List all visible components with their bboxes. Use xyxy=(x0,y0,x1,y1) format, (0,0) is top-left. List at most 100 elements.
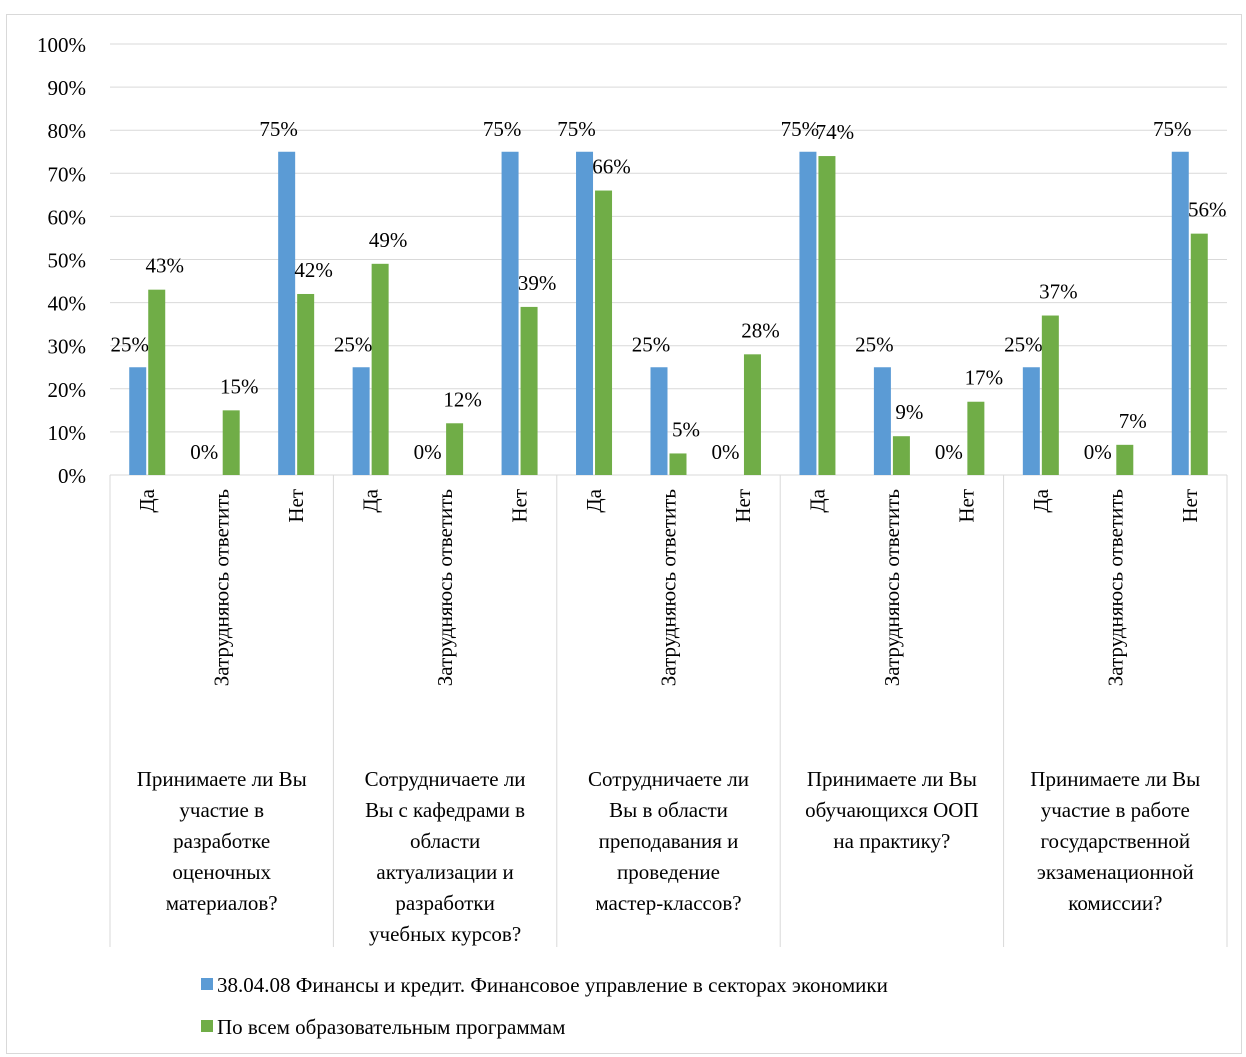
group-label-line: государственной xyxy=(1040,829,1190,853)
y-tick-label: 80% xyxy=(48,119,87,143)
legend-swatch-series-2 xyxy=(201,1020,213,1032)
bar-series-1 xyxy=(1022,367,1040,475)
y-tick-label: 70% xyxy=(48,162,87,186)
data-label-series-2: 15% xyxy=(220,374,259,398)
data-label-series-1: 75% xyxy=(781,117,820,141)
category-label: Затрудняюсь ответить xyxy=(433,489,457,686)
data-label-series-2: 12% xyxy=(443,387,482,411)
data-label-series-1: 75% xyxy=(259,117,298,141)
category-label: Да xyxy=(135,488,159,512)
group-label-line: участие в работе xyxy=(1041,798,1190,822)
bar-series-2 xyxy=(892,436,910,475)
y-tick-label: 40% xyxy=(48,292,87,316)
data-label-series-2: 5% xyxy=(672,417,700,441)
group-label-line: комиссии? xyxy=(1068,891,1162,915)
group-label-line: участие в xyxy=(179,798,264,822)
legend-label-series-1: 38.04.08 Финансы и кредит. Финансовое уп… xyxy=(217,973,888,997)
bar-series-2 xyxy=(818,156,836,475)
group-label-line: на практику? xyxy=(833,829,950,853)
category-label: Нет xyxy=(954,489,978,523)
bar-series-2 xyxy=(520,306,538,475)
data-label-series-1: 75% xyxy=(557,117,596,141)
data-label-series-1: 0% xyxy=(414,440,442,464)
category-label: Затрудняюсь ответить xyxy=(210,489,234,686)
y-tick-label: 50% xyxy=(48,249,87,273)
bar-series-1 xyxy=(278,151,296,475)
data-label-series-1: 0% xyxy=(711,440,739,464)
group-label-line: области xyxy=(410,829,480,853)
group-label-line: оценочных xyxy=(172,860,271,884)
data-label-series-2: 66% xyxy=(592,155,631,179)
category-label: Нет xyxy=(1178,489,1202,523)
group-label-line: разработки xyxy=(395,891,494,915)
data-label-series-1: 0% xyxy=(935,440,963,464)
data-label-series-1: 25% xyxy=(1004,332,1043,356)
bar-series-1 xyxy=(650,367,668,475)
y-tick-label: 90% xyxy=(48,76,87,100)
data-label-series-2: 49% xyxy=(369,228,408,252)
data-label-series-1: 0% xyxy=(1084,440,1112,464)
category-label: Нет xyxy=(508,489,532,523)
category-label: Нет xyxy=(284,489,308,523)
y-tick-label: 20% xyxy=(48,378,87,402)
group-label-line: Принимаете ли Вы xyxy=(1030,767,1200,791)
y-tick-label: 10% xyxy=(48,421,87,445)
group-label-line: Вы с кафедрами в xyxy=(365,798,525,822)
data-label-series-1: 75% xyxy=(1153,117,1192,141)
data-label-series-2: 74% xyxy=(816,120,855,144)
bar-series-1 xyxy=(352,367,370,475)
data-label-series-2: 39% xyxy=(518,271,557,295)
bar-series-1 xyxy=(799,151,817,475)
group-label-line: разработке xyxy=(173,829,270,853)
bar-series-1 xyxy=(1171,151,1189,475)
data-label-series-2: 9% xyxy=(895,400,923,424)
category-label: Да xyxy=(1029,488,1053,512)
bar-series-2 xyxy=(1116,444,1134,475)
y-tick-label: 100% xyxy=(37,33,86,57)
bar-series-1 xyxy=(129,367,147,475)
category-label: Нет xyxy=(731,489,755,523)
data-label-series-1: 25% xyxy=(110,332,149,356)
group-label-line: Сотрудничаете ли xyxy=(365,767,526,791)
data-label-series-2: 56% xyxy=(1188,198,1227,222)
group-label-line: Принимаете ли Вы xyxy=(137,767,307,791)
data-label-series-2: 7% xyxy=(1119,409,1147,433)
group-label-line: экзаменационной xyxy=(1037,860,1194,884)
category-label: Да xyxy=(359,488,383,512)
group-label-line: преподавания и xyxy=(599,829,739,853)
data-label-series-1: 25% xyxy=(632,332,671,356)
y-tick-label: 60% xyxy=(48,205,87,229)
data-label-series-1: 0% xyxy=(190,440,218,464)
bar-series-1 xyxy=(501,151,519,475)
group-label-line: Вы в области xyxy=(609,798,728,822)
chart-frame xyxy=(6,14,1242,1054)
bar-series-2 xyxy=(148,289,166,475)
data-label-series-1: 25% xyxy=(855,332,894,356)
bar-series-2 xyxy=(595,190,613,476)
data-label-series-2: 43% xyxy=(145,254,184,278)
bar-series-2 xyxy=(967,401,985,475)
bar-series-2 xyxy=(669,453,687,475)
category-label: Да xyxy=(805,488,829,512)
bar-series-1 xyxy=(576,151,594,475)
group-label-line: Сотрудничаете ли xyxy=(588,767,749,791)
legend-swatch-series-1 xyxy=(201,978,213,990)
data-label-series-2: 17% xyxy=(965,366,1004,390)
y-tick-label: 30% xyxy=(48,335,87,359)
group-label-line: обучающихся ООП xyxy=(805,798,979,822)
data-label-series-1: 25% xyxy=(334,332,373,356)
group-label-line: учебных курсов? xyxy=(369,922,521,946)
y-tick-label: 0% xyxy=(58,464,86,488)
bar-series-2 xyxy=(1041,315,1059,475)
bar-series-2 xyxy=(222,410,240,475)
bar-series-1 xyxy=(873,367,891,475)
data-label-series-1: 75% xyxy=(483,117,522,141)
legend-label-series-2: По всем образовательным программам xyxy=(217,1015,565,1039)
category-label: Да xyxy=(582,488,606,512)
bar-series-2 xyxy=(743,354,761,475)
bar-series-2 xyxy=(1190,233,1208,475)
category-label: Затрудняюсь ответить xyxy=(1103,489,1127,686)
data-label-series-2: 28% xyxy=(741,318,780,342)
data-label-series-2: 37% xyxy=(1039,280,1078,304)
